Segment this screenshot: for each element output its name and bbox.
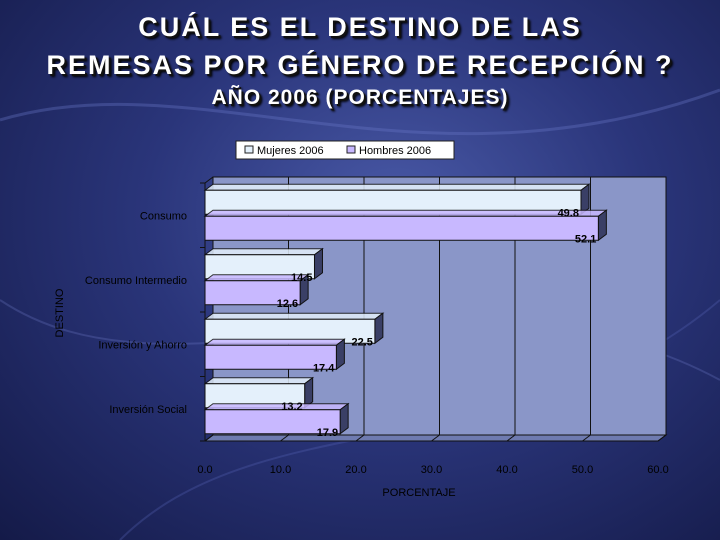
title-line-1: CUÁL ES EL DESTINO DE LAS: [138, 12, 582, 42]
x-tick-label-3: 30.0: [421, 464, 442, 476]
title-line-2: REMESAS POR GÉNERO DE RECEPCIÓN ?: [46, 50, 674, 80]
bar-consumo-intermedio-hombres-2006: [203, 273, 310, 306]
gridline-floor-3: [431, 434, 440, 442]
bar-top-consumo-intermedio-mujeres-2006: [203, 248, 324, 256]
bar-end-consumo-intermedio-mujeres-2006: [313, 247, 323, 280]
bar-front-inversion-social-hombres-2006: [204, 409, 341, 435]
subtitle: AÑO 2006 (PORCENTAJES): [211, 86, 509, 109]
category-label-consumo-intermedio: Consumo Intermedio: [85, 275, 187, 287]
bar-end-consumo-hombres-2006: [597, 209, 607, 242]
bar-end-inversion-social-hombres-2006: [339, 402, 349, 435]
gridline-floor-1: [280, 434, 289, 442]
bar-label-inversion-social-hombres-2006: 17.9: [317, 427, 338, 439]
bar-inversion-social-hombres-2006: [203, 402, 350, 435]
bar-top-inversion-social-hombres-2006: [203, 403, 350, 411]
legend-swatch-mujeres: [244, 145, 254, 154]
bar-value-labels: 49.8 52.1 14.5 12.6 22.5 17.4 13.2 17.9: [277, 207, 597, 439]
bar-top-consumo-mujeres-2006: [203, 183, 591, 191]
category-axis-back: [204, 176, 214, 184]
bar-front-consumo-intermedio-hombres-2006: [204, 280, 301, 306]
category-label-inversion-social: Inversión Social: [109, 404, 187, 416]
bar-label-inversion-y-ahorro-mujeres-2006: 22.5: [351, 336, 372, 348]
bar-inversion-y-ahorro-hombres-2006: [203, 338, 346, 371]
bar-end-inversion-y-ahorro-mujeres-2006: [374, 312, 384, 345]
bars: [203, 183, 608, 435]
legend-box: [235, 140, 455, 160]
bar-top-inversion-y-ahorro-hombres-2006: [203, 338, 346, 346]
legend-swatch-hombres: [346, 145, 356, 154]
legend-label-mujeres: Mujeres 2006: [257, 145, 324, 157]
bar-front-inversion-y-ahorro-hombres-2006: [204, 344, 337, 370]
bar-label-consumo-intermedio-mujeres-2006: 14.5: [291, 272, 312, 284]
x-tick-label-2: 20.0: [345, 464, 366, 476]
bar-label-consumo-mujeres-2006: 49.8: [558, 207, 579, 219]
x-tick-label-4: 40.0: [496, 464, 517, 476]
gridline-floor-4: [506, 434, 516, 442]
category-label-inversion-y-ahorro: Inversión y Ahorro: [98, 339, 187, 351]
gridline-floor-0: [204, 434, 214, 442]
bar-label-consumo-hombres-2006: 52.1: [575, 233, 596, 245]
legend-label-hombres: Hombres 2006: [359, 145, 431, 157]
x-tick-label-1: 10.0: [270, 464, 291, 476]
bar-top-inversion-social-mujeres-2006: [203, 377, 315, 385]
x-tick-label-6: 60.0: [647, 464, 668, 476]
x-tick-label-5: 50.0: [572, 464, 593, 476]
bar-consumo-hombres-2006: [203, 209, 608, 242]
gridline-floor-5: [582, 434, 591, 442]
y-axis-title: DESTINO: [54, 288, 66, 337]
x-axis-title: PORCENTAJE: [382, 487, 455, 499]
category-ticks: [200, 182, 205, 442]
bar-front-consumo-hombres-2006: [204, 215, 599, 241]
bar-label-consumo-intermedio-hombres-2006: 12.6: [277, 298, 298, 310]
bar-top-consumo-hombres-2006: [203, 209, 608, 217]
legend: Mujeres 2006 Hombres 2006: [235, 140, 455, 160]
bar-top-inversion-y-ahorro-mujeres-2006: [203, 312, 385, 320]
gridline-floor-6: [657, 434, 667, 442]
x-tick-label-0: 0.0: [197, 464, 212, 476]
category-labels: Consumo Consumo Intermedio Inversión y Aho…: [85, 210, 187, 416]
gridline-floor-2: [355, 434, 365, 442]
category-label-consumo: Consumo: [140, 210, 187, 222]
bar-end-inversion-y-ahorro-hombres-2006: [335, 338, 345, 371]
bar-label-inversion-social-mujeres-2006: 13.2: [281, 401, 302, 413]
x-tick-labels: 0.0 10.0 20.0 30.0 40.0 50.0 60.0: [197, 464, 668, 476]
bar-label-inversion-y-ahorro-hombres-2006: 17.4: [313, 362, 335, 374]
